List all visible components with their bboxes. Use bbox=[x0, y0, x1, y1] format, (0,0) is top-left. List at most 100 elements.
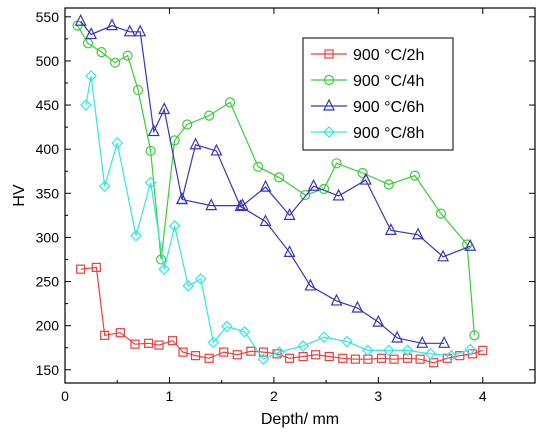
legend: 900 °C/2h 900 °C/4h 900 °C/6h 900 °C/8h bbox=[302, 37, 454, 151]
data-point bbox=[130, 339, 140, 349]
data-point bbox=[372, 314, 385, 327]
data-point bbox=[232, 350, 242, 360]
data-point bbox=[85, 70, 97, 82]
data-point bbox=[91, 262, 101, 273]
data-point bbox=[74, 13, 87, 26]
series-line bbox=[80, 20, 445, 344]
data-point bbox=[401, 344, 414, 357]
y-tick-label: 250 bbox=[36, 274, 60, 290]
data-point bbox=[144, 176, 157, 189]
data-point bbox=[194, 273, 207, 285]
data-point bbox=[98, 180, 111, 193]
data-point bbox=[362, 344, 374, 357]
data-point bbox=[324, 351, 334, 362]
data-point bbox=[182, 119, 193, 130]
data-point bbox=[167, 336, 178, 346]
data-point bbox=[154, 340, 164, 350]
data-point bbox=[204, 110, 215, 121]
series-line bbox=[80, 266, 483, 364]
data-point bbox=[110, 57, 121, 68]
data-point bbox=[182, 280, 195, 292]
data-point bbox=[467, 349, 477, 359]
data-point bbox=[338, 353, 348, 363]
legend-marker bbox=[323, 74, 335, 86]
data-point bbox=[331, 158, 342, 169]
series-line bbox=[85, 75, 471, 360]
plot-frame bbox=[64, 7, 536, 384]
data-point bbox=[284, 353, 295, 363]
data-point bbox=[391, 330, 404, 343]
data-point bbox=[383, 179, 394, 190]
data-point bbox=[307, 178, 320, 191]
series-layer bbox=[72, 13, 488, 368]
data-point bbox=[106, 18, 118, 31]
legend-entry-4: 900 °C/8h bbox=[311, 125, 424, 142]
x-tick-label: 1 bbox=[166, 388, 174, 404]
legend-label: 900 °C/2h bbox=[353, 47, 424, 64]
data-point bbox=[351, 300, 364, 313]
legend-box bbox=[302, 37, 454, 151]
data-point bbox=[133, 84, 144, 96]
y-tick-label: 400 bbox=[36, 141, 60, 157]
series-3 bbox=[74, 13, 477, 348]
x-tick-label: 2 bbox=[270, 388, 278, 404]
data-point bbox=[318, 331, 330, 343]
data-point bbox=[238, 325, 251, 338]
data-point bbox=[304, 278, 317, 291]
data-point bbox=[253, 161, 264, 172]
data-point bbox=[85, 27, 98, 40]
data-point bbox=[437, 249, 450, 262]
data-point bbox=[178, 347, 188, 357]
y-tick-label: 200 bbox=[36, 318, 60, 334]
legend-label: 900 °C/4h bbox=[353, 73, 424, 90]
data-point bbox=[382, 344, 395, 357]
data-point bbox=[96, 47, 107, 58]
axis-ticks: 0 1 2 3 4 150 200 250 300 350 400 450 500 550 bbox=[36, 8, 535, 404]
data-point bbox=[80, 99, 92, 111]
y-axis-label: HV bbox=[11, 184, 28, 207]
data-point bbox=[283, 245, 296, 258]
data-point bbox=[189, 137, 202, 150]
data-point bbox=[332, 188, 345, 201]
data-point bbox=[415, 354, 425, 364]
legend-entry-2: 900 °C/4h bbox=[311, 73, 424, 90]
data-point bbox=[122, 50, 133, 61]
legend-marker bbox=[323, 98, 335, 111]
x-tick-label: 3 bbox=[374, 388, 382, 404]
data-point bbox=[210, 143, 223, 156]
data-point bbox=[409, 170, 420, 181]
y-tick-label: 550 bbox=[36, 9, 60, 25]
series-1 bbox=[76, 262, 488, 368]
data-point bbox=[257, 353, 270, 366]
data-point bbox=[204, 353, 214, 363]
data-point bbox=[236, 198, 249, 211]
data-point bbox=[224, 97, 236, 108]
data-point bbox=[283, 208, 296, 220]
legend-label: 900 °C/8h bbox=[353, 125, 424, 142]
data-point bbox=[350, 354, 360, 364]
plot-border bbox=[64, 7, 536, 384]
data-point bbox=[359, 172, 372, 185]
data-point bbox=[176, 192, 188, 205]
data-point bbox=[416, 335, 429, 348]
data-point bbox=[464, 343, 477, 356]
data-point bbox=[123, 24, 136, 37]
y-tick-label: 450 bbox=[36, 97, 60, 113]
data-point bbox=[259, 179, 272, 192]
series-line bbox=[181, 179, 471, 258]
y-tick-label: 350 bbox=[36, 185, 60, 201]
y-tick-label: 500 bbox=[36, 53, 60, 69]
data-point bbox=[357, 167, 368, 179]
data-point bbox=[298, 351, 308, 362]
data-point bbox=[429, 358, 439, 368]
data-point bbox=[376, 353, 387, 363]
series-4 bbox=[80, 70, 477, 366]
data-point bbox=[389, 354, 399, 364]
data-point bbox=[221, 320, 233, 333]
data-point bbox=[300, 189, 311, 201]
data-point bbox=[274, 172, 285, 183]
data-point bbox=[273, 346, 285, 358]
legend-entry-1: 900 °C/2h bbox=[311, 47, 424, 64]
x-tick-label: 0 bbox=[61, 388, 69, 404]
